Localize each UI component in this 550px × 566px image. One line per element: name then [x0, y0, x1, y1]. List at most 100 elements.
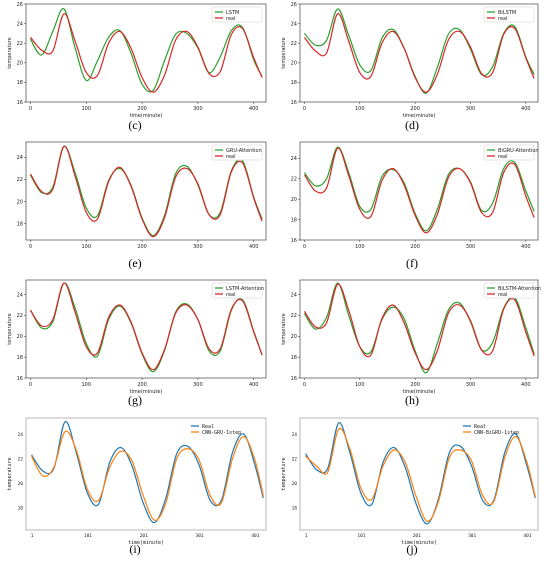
chart-d: 0 100 200 300 400 16 18 20 22 24 26 time(minute) tem…: [281, 2, 539, 132]
y-tick-label: 24: [17, 21, 23, 27]
legend-box: [211, 6, 263, 23]
x-tick-label: 201: [413, 533, 421, 539]
y-tick-label: 22: [17, 41, 23, 47]
chart-c: 0 100 200 300 400 16 18 20 22 24 26 time(minute) tem…: [7, 2, 267, 132]
y-tick-label: 20: [291, 197, 297, 203]
y-tick-label: 24: [291, 156, 297, 162]
y-tick-label: 24: [291, 21, 297, 27]
y-axis-label: temperature: [281, 313, 287, 344]
y-tick-label: 22: [17, 177, 23, 183]
legend-label: LSTM-Attention: [226, 286, 264, 292]
y-tick-label: 18: [18, 506, 24, 512]
legend-label: Real: [474, 424, 486, 430]
x-tick-label: 0: [29, 382, 32, 388]
y-tick-label: 16: [291, 376, 297, 382]
x-tick-label: 100: [355, 244, 365, 250]
x-tick-label: 0: [303, 382, 306, 388]
y-tick-label: 24: [291, 292, 297, 298]
chart-j: 1 101 201 301 401 18 20 22 24 time(minute) tempera…: [281, 417, 539, 556]
x-tick-label: 100: [82, 382, 92, 388]
x-tick-label: 301: [196, 533, 204, 539]
x-tick-label: 400: [249, 106, 259, 112]
legend-label: BiLSTM: [498, 10, 516, 16]
y-tick-label: 22: [17, 313, 23, 319]
y-tick-label: 24: [17, 155, 23, 161]
y-axis-label: temperature: [281, 457, 287, 490]
series-line-real: [305, 422, 536, 525]
panel-caption: (e): [128, 256, 141, 270]
legend-box: [483, 144, 535, 161]
y-tick-label: 18: [291, 217, 297, 223]
x-tick-label: 201: [140, 533, 148, 539]
x-tick-label: 300: [466, 382, 476, 388]
x-tick-label: 200: [137, 106, 147, 112]
legend-label: real: [226, 292, 235, 298]
x-tick-label: 0: [29, 106, 32, 112]
series-line-real: [31, 421, 264, 524]
y-axis-label: temperature: [7, 37, 13, 68]
series-line-real: [29, 145, 263, 238]
legend-label: real: [226, 154, 235, 160]
series-line-real: [303, 283, 535, 371]
panel-caption: (g): [128, 393, 142, 407]
x-axis-label: time(minute): [130, 113, 163, 119]
legend-box: [483, 282, 535, 299]
y-tick-label: 20: [292, 481, 298, 487]
x-tick-label: 300: [193, 244, 203, 250]
x-tick-label: 200: [410, 244, 420, 250]
y-tick-label: 18: [17, 221, 23, 227]
legend-label: real: [498, 154, 507, 160]
x-tick-label: 300: [466, 244, 476, 250]
series-line-cnn-bigru-1step: [305, 427, 536, 522]
y-tick-label: 20: [17, 199, 23, 205]
y-tick-label: 22: [291, 41, 297, 47]
y-tick-label: 20: [17, 334, 23, 340]
legend-label: real: [498, 16, 507, 22]
x-tick-label: 100: [355, 106, 365, 112]
panel-caption: (j): [406, 542, 417, 556]
legend-label: BiLSTM-Attention: [498, 286, 541, 292]
y-tick-label: 24: [18, 432, 24, 438]
chart-h: 0 100 200 300 400 16 18 20 22 24 time(minute) tempe…: [281, 279, 541, 407]
y-tick-label: 26: [17, 2, 23, 8]
series-line-cnn-gru-1step: [31, 430, 264, 521]
x-tick-label: 300: [193, 382, 203, 388]
chart-i: 1 101 201 301 401 18 20 22 24 time(minute) tempera…: [7, 417, 267, 556]
legend-label: BiGRU-Attention: [498, 148, 539, 154]
x-tick-label: 101: [84, 533, 92, 539]
panel-caption: (d): [405, 118, 419, 132]
x-tick-label: 401: [523, 533, 531, 539]
y-tick-label: 16: [291, 100, 297, 106]
x-axis-label: time(minute): [128, 540, 164, 546]
x-tick-label: 0: [29, 244, 32, 250]
x-tick-label: 0: [303, 244, 306, 250]
x-tick-label: 300: [193, 106, 203, 112]
x-tick-label: 100: [82, 106, 92, 112]
series-line-bilstm-attention: [303, 282, 535, 374]
x-tick-label: 200: [410, 106, 420, 112]
x-axis-label: time(minute): [130, 389, 163, 395]
x-tick-label: 400: [521, 106, 531, 112]
y-tick-label: 22: [291, 313, 297, 319]
y-tick-label: 26: [291, 2, 297, 8]
x-tick-label: 400: [521, 244, 531, 250]
y-tick-label: 22: [18, 456, 24, 462]
legend-label: Real: [202, 424, 214, 430]
series-line-real: [303, 147, 535, 234]
y-tick-label: 20: [18, 481, 24, 487]
legend-label: real: [226, 16, 235, 22]
y-tick-label: 18: [291, 355, 297, 361]
y-tick-label: 24: [17, 292, 23, 298]
x-tick-label: 1: [305, 533, 308, 539]
x-tick-label: 0: [303, 106, 306, 112]
series-line-real: [29, 282, 263, 371]
legend-label: real: [498, 292, 507, 298]
